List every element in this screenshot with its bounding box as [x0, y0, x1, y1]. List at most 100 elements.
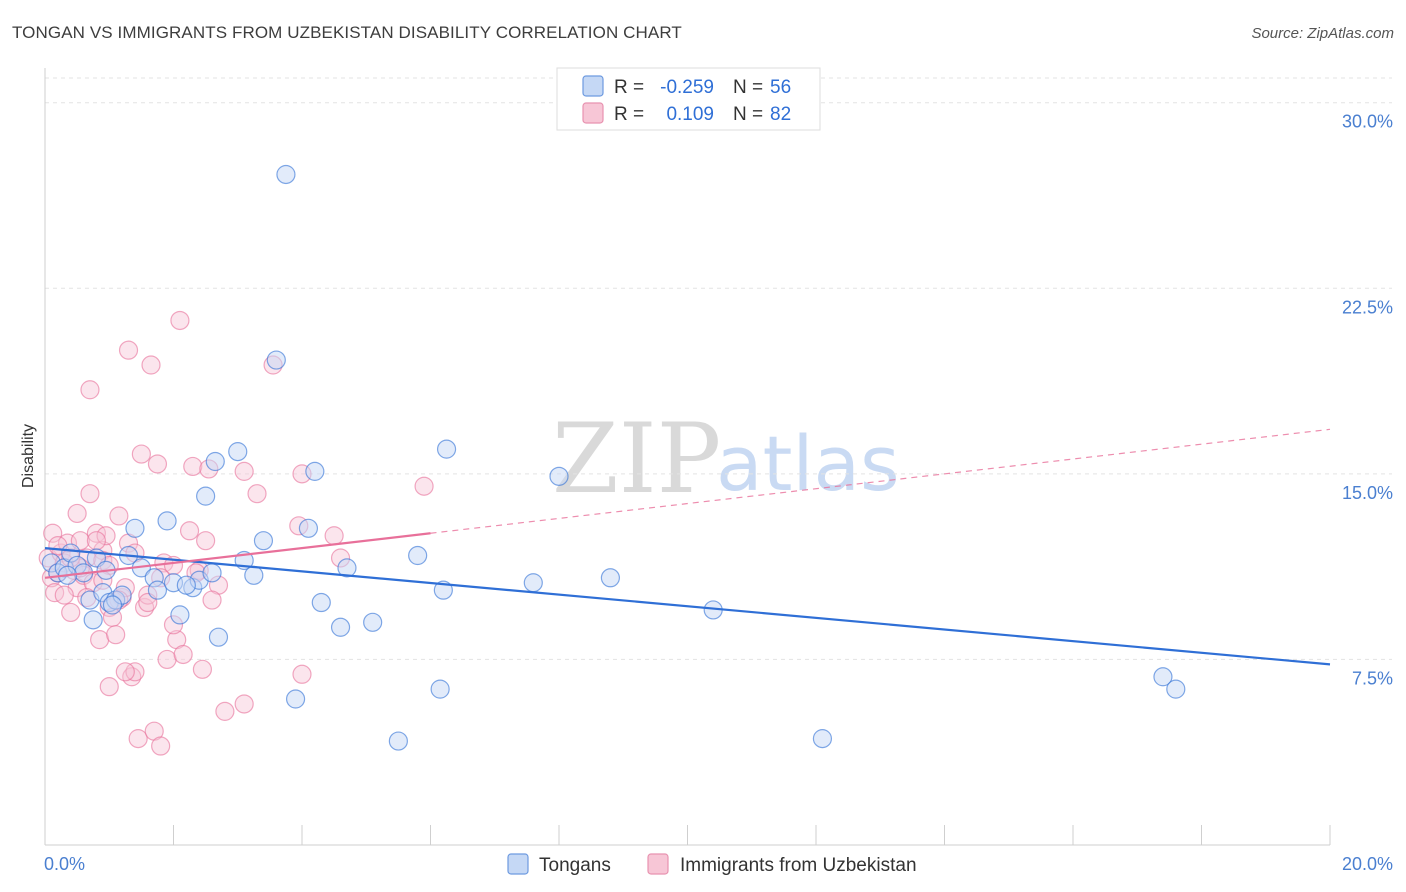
uzbek-trend-extension	[430, 428, 1331, 534]
uzbek-point	[147, 454, 168, 474]
uzbek-point	[234, 461, 254, 481]
source-credit: Source: ZipAtlas.com	[1251, 25, 1394, 42]
tongan-point	[196, 486, 216, 506]
legend-r-value-tongans: -0.259	[660, 77, 714, 98]
tick-labels: 7.5% 15.0% 22.5% 30.0% 0.0% 20.0%	[44, 112, 1393, 874]
y-tick-label: 15.0%	[1342, 483, 1393, 503]
tongan-point	[202, 563, 222, 583]
tongan-point	[1153, 667, 1173, 687]
uzbek-point	[202, 590, 222, 610]
tongan-point	[176, 575, 196, 595]
uzbek-point	[196, 531, 216, 551]
uzbek-point	[86, 531, 107, 551]
y-axis-title: Disability	[20, 424, 37, 488]
uzbek-point	[292, 664, 312, 684]
uzbek-point	[67, 503, 87, 524]
tongan-point	[157, 511, 177, 531]
uzbek-point	[109, 506, 129, 526]
tongan-point	[388, 731, 408, 751]
tongan-point	[1166, 679, 1186, 699]
tongan-point	[430, 679, 450, 699]
legend-n-value-uzbek: 82	[770, 104, 791, 125]
legend-n-label-uzbek: N =	[733, 104, 763, 125]
tongan-point	[311, 592, 331, 613]
tongan-point	[244, 565, 264, 585]
tongan-point	[549, 466, 569, 486]
uzbek-point	[247, 484, 267, 504]
tongan-point	[408, 545, 428, 566]
uzbek-point	[115, 662, 135, 682]
uzbek-point	[96, 526, 116, 546]
stats-legend: R = -0.259 N = 56 R = 0.109 N = 82	[556, 67, 821, 131]
bottom-legend: Tongans Immigrants from Uzbekistan	[507, 853, 917, 876]
uzbek-point	[90, 630, 110, 650]
tongan-point	[266, 350, 286, 370]
legend-n-label-tongans: N =	[733, 77, 763, 98]
chart-title: TONGAN VS IMMIGRANTS FROM UZBEKISTAN DIS…	[12, 23, 682, 42]
uzbek-point	[43, 523, 63, 543]
legend-n-value-tongans: 56	[770, 77, 791, 98]
uzbek-point	[324, 526, 344, 546]
tongan-point	[125, 518, 145, 538]
bottom-legend-label-tongans: Tongans	[539, 855, 611, 876]
uzbek-point	[118, 340, 139, 360]
tongan-point	[170, 605, 190, 625]
watermark-atlas: atlas	[716, 419, 900, 508]
tongan-point	[337, 558, 357, 578]
series-tongans-points	[41, 164, 1186, 751]
trend-lines	[44, 428, 1331, 666]
legend-r-value-uzbek: 0.109	[666, 104, 714, 125]
uzbek-point	[80, 380, 100, 400]
uzbek-point	[183, 456, 203, 477]
uzbek-point	[61, 602, 81, 623]
tongan-point	[102, 595, 123, 615]
axes	[44, 68, 1331, 846]
tongan-point	[812, 729, 833, 749]
x-tick-label-end: 20.0%	[1342, 854, 1393, 874]
legend-r-label-uzbek: R =	[614, 104, 644, 125]
tongan-point	[253, 531, 274, 551]
uzbek-point	[215, 701, 235, 721]
tongan-point	[228, 442, 248, 462]
tongan-point	[523, 573, 543, 593]
uzbek-point	[131, 444, 151, 464]
tongan-point	[285, 689, 306, 709]
y-tick-label: 7.5%	[1352, 668, 1393, 688]
tongans-trend-line	[44, 547, 1331, 666]
tongan-point	[276, 164, 296, 185]
y-tick-label: 30.0%	[1342, 112, 1393, 132]
uzbek-point	[179, 521, 200, 541]
uzbek-point	[99, 677, 119, 697]
x-tick-label-start: 0.0%	[44, 854, 85, 874]
tongan-point	[330, 617, 351, 637]
uzbek-point	[234, 694, 254, 714]
tongan-point	[147, 580, 168, 600]
uzbek-point	[125, 662, 145, 682]
uzbek-point	[414, 476, 434, 496]
watermark-zip: ZIP	[552, 403, 721, 515]
legend-swatch-uzbek	[582, 102, 604, 124]
uzbek-point	[54, 585, 74, 605]
bottom-legend-swatch-tongans	[507, 853, 529, 875]
legend-swatch-tongans	[582, 75, 604, 97]
legend-r-label-tongans: R =	[614, 77, 644, 98]
tongan-point	[83, 610, 103, 630]
uzbek-trend-line	[44, 532, 431, 579]
uzbek-point	[106, 625, 126, 645]
uzbek-point	[170, 310, 190, 331]
uzbek-point	[192, 659, 213, 679]
uzbek-point	[141, 355, 161, 375]
bottom-legend-swatch-uzbek	[647, 853, 669, 875]
uzbek-point	[151, 736, 171, 756]
series-uzbek-points	[38, 310, 434, 756]
tongan-point	[436, 439, 457, 459]
tongan-point	[433, 580, 453, 600]
tongan-point	[363, 612, 383, 632]
tongan-point	[305, 461, 325, 481]
tongan-point	[205, 451, 225, 472]
uzbek-point	[80, 484, 100, 504]
tongan-point	[298, 518, 319, 538]
uzbek-point	[157, 649, 177, 670]
uzbek-point	[128, 729, 148, 749]
